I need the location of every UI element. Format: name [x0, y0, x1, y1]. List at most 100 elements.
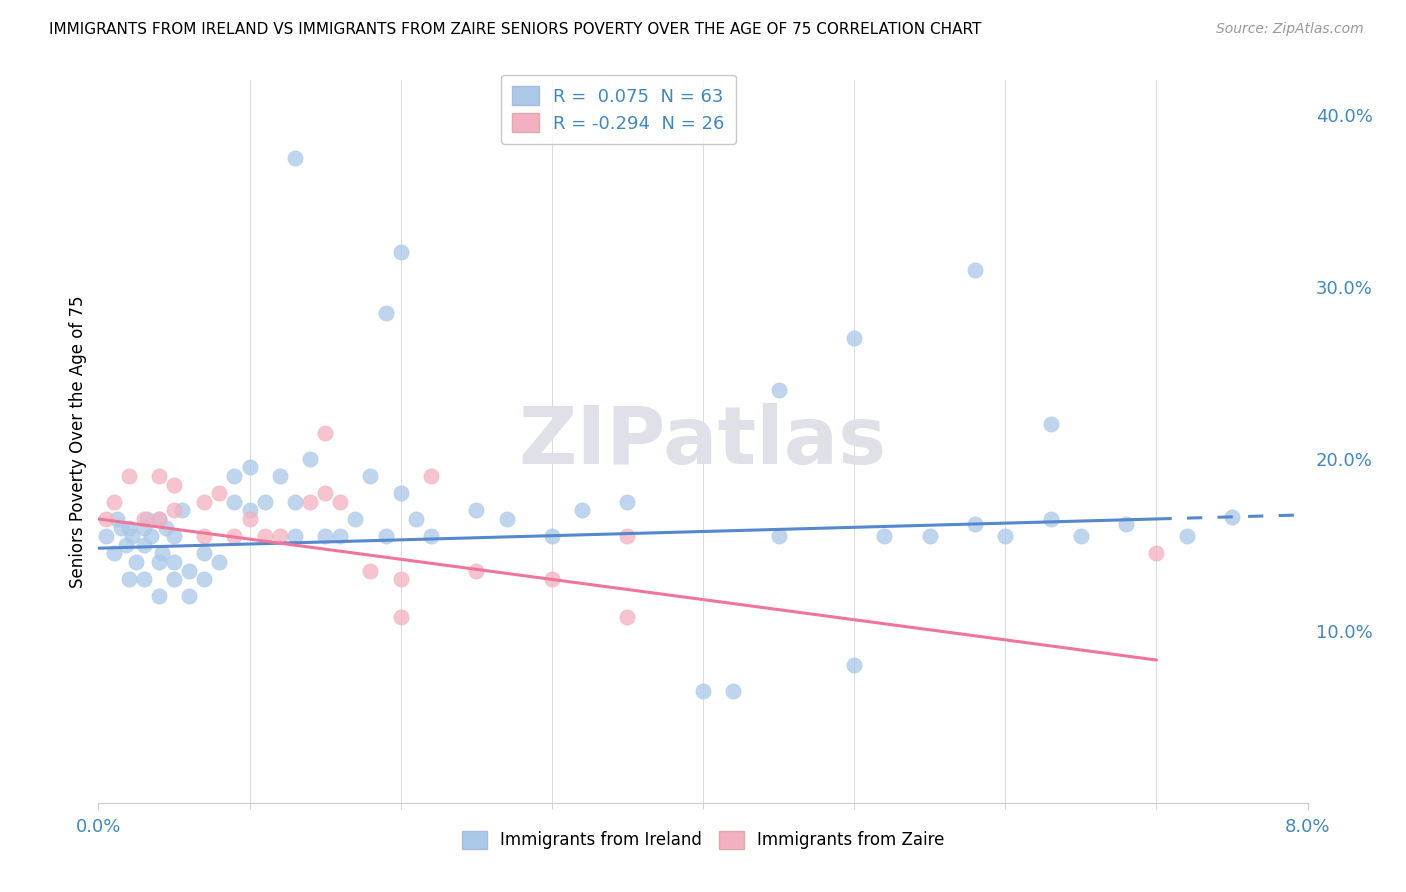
Point: [768, 383, 790, 397]
Point: [389, 610, 412, 624]
Point: [329, 494, 352, 508]
Point: [1070, 529, 1092, 543]
Point: [844, 658, 866, 673]
Point: [132, 538, 155, 552]
Point: [135, 512, 157, 526]
Point: [420, 529, 443, 543]
Point: [1146, 546, 1168, 560]
Point: [299, 494, 322, 508]
Text: IMMIGRANTS FROM IRELAND VS IMMIGRANTS FROM ZAIRE SENIORS POVERTY OVER THE AGE OF: IMMIGRANTS FROM IRELAND VS IMMIGRANTS FR…: [49, 22, 981, 37]
Point: [155, 520, 177, 534]
Point: [170, 503, 193, 517]
Point: [314, 486, 336, 500]
Point: [193, 572, 215, 586]
Point: [132, 572, 155, 586]
Point: [844, 331, 866, 345]
Point: [148, 469, 170, 483]
Point: [163, 477, 186, 491]
Point: [179, 590, 201, 604]
Point: [114, 538, 136, 552]
Point: [224, 469, 246, 483]
Point: [389, 486, 412, 500]
Point: [389, 245, 412, 260]
Point: [495, 512, 517, 526]
Point: [314, 425, 336, 440]
Point: [965, 262, 987, 277]
Point: [150, 546, 173, 560]
Point: [918, 529, 941, 543]
Point: [405, 512, 427, 526]
Point: [540, 572, 562, 586]
Point: [692, 684, 714, 698]
Point: [103, 494, 125, 508]
Point: [193, 529, 215, 543]
Point: [224, 529, 246, 543]
Point: [118, 469, 141, 483]
Point: [132, 520, 155, 534]
Point: [118, 520, 141, 534]
Point: [105, 512, 128, 526]
Point: [465, 564, 488, 578]
Point: [284, 529, 307, 543]
Point: [269, 529, 291, 543]
Point: [208, 555, 231, 569]
Point: [141, 529, 163, 543]
Point: [465, 503, 488, 517]
Point: [94, 529, 117, 543]
Text: Source: ZipAtlas.com: Source: ZipAtlas.com: [1216, 22, 1364, 37]
Point: [163, 555, 186, 569]
Point: [125, 555, 148, 569]
Point: [269, 469, 291, 483]
Point: [239, 512, 262, 526]
Point: [299, 451, 322, 466]
Point: [616, 494, 638, 508]
Point: [360, 469, 382, 483]
Point: [374, 529, 396, 543]
Point: [253, 529, 276, 543]
Text: ZIPatlas: ZIPatlas: [519, 402, 887, 481]
Point: [121, 529, 143, 543]
Point: [1175, 529, 1198, 543]
Point: [253, 494, 276, 508]
Y-axis label: Seniors Poverty Over the Age of 75: Seniors Poverty Over the Age of 75: [69, 295, 87, 588]
Point: [239, 460, 262, 475]
Point: [616, 610, 638, 624]
Point: [148, 512, 170, 526]
Point: [163, 503, 186, 517]
Legend: Immigrants from Ireland, Immigrants from Zaire: Immigrants from Ireland, Immigrants from…: [456, 824, 950, 856]
Point: [1220, 510, 1243, 524]
Point: [540, 529, 562, 543]
Point: [616, 529, 638, 543]
Point: [344, 512, 367, 526]
Point: [994, 529, 1017, 543]
Point: [1039, 417, 1062, 432]
Point: [239, 503, 262, 517]
Point: [163, 529, 186, 543]
Point: [1039, 512, 1062, 526]
Point: [571, 503, 593, 517]
Point: [118, 572, 141, 586]
Point: [110, 520, 132, 534]
Point: [389, 572, 412, 586]
Point: [208, 486, 231, 500]
Point: [148, 555, 170, 569]
Point: [94, 512, 117, 526]
Point: [193, 546, 215, 560]
Point: [360, 564, 382, 578]
Point: [873, 529, 896, 543]
Point: [193, 494, 215, 508]
Point: [314, 529, 336, 543]
Point: [284, 151, 307, 165]
Point: [132, 512, 155, 526]
Point: [1115, 517, 1137, 532]
Point: [224, 494, 246, 508]
Point: [768, 529, 790, 543]
Point: [723, 684, 745, 698]
Point: [148, 590, 170, 604]
Point: [965, 517, 987, 532]
Point: [103, 546, 125, 560]
Point: [329, 529, 352, 543]
Point: [374, 305, 396, 319]
Point: [179, 564, 201, 578]
Point: [148, 512, 170, 526]
